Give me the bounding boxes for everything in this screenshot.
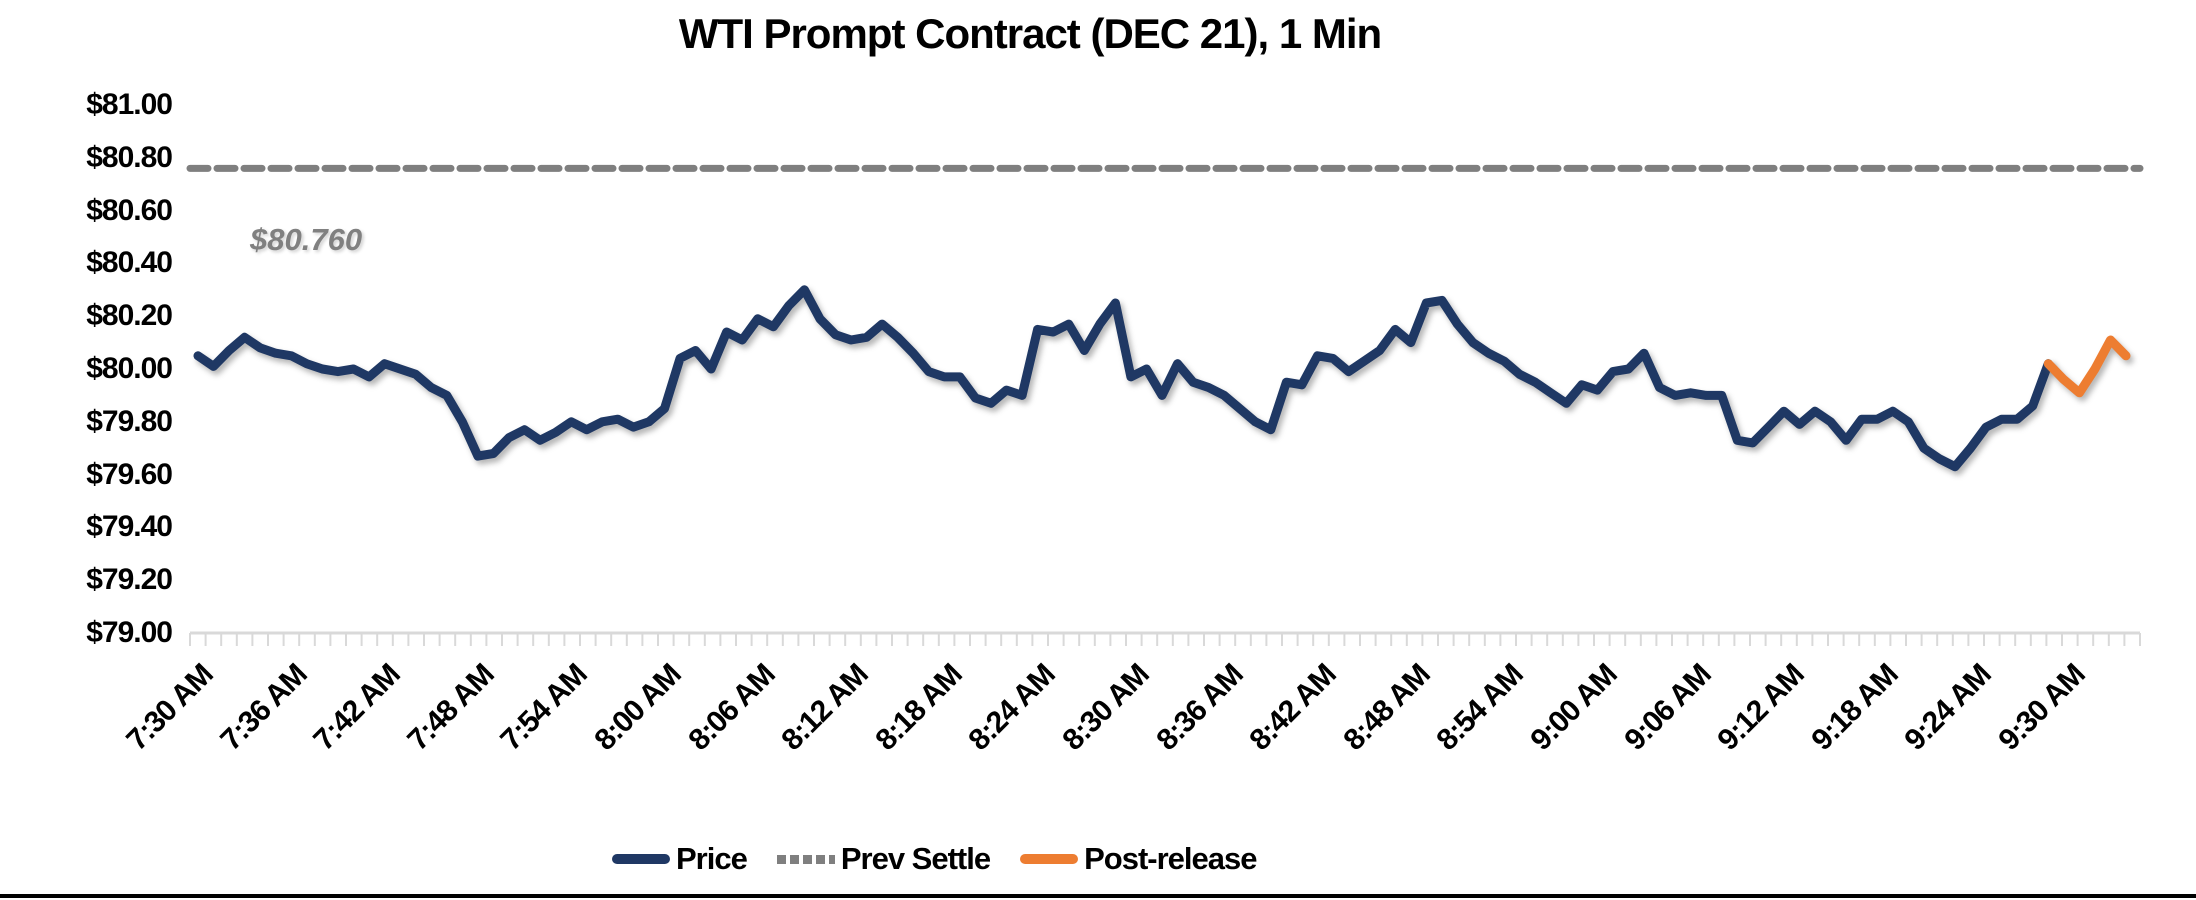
- legend-label-prev-settle: Prev Settle: [840, 841, 991, 876]
- legend-label-post-release: Post-release: [1084, 841, 1257, 876]
- legend-item-prev-settle: Prev Settle: [776, 841, 991, 877]
- price-series-line: [193, 285, 2053, 472]
- y-tick-label: $79.00: [86, 616, 173, 649]
- chart-title: WTI Prompt Contract (DEC 21), 1 Min: [678, 10, 1382, 57]
- legend: Price Prev Settle Post-release: [612, 841, 1258, 877]
- y-tick-label: $80.80: [86, 140, 173, 174]
- y-tick-label: $80.60: [86, 193, 173, 227]
- legend-item-post-release: Post-release: [1020, 841, 1258, 877]
- legend-item-price: Price: [612, 841, 748, 877]
- y-tick-label: $80.00: [86, 352, 173, 385]
- post-release-series-line: [2043, 335, 2131, 398]
- prev-settle-annotation: $80.760: [250, 222, 363, 257]
- y-tick-label: $79.80: [86, 404, 173, 438]
- price-line-swatch-icon: [612, 854, 670, 864]
- prev-settle-dash-swatch-icon: [776, 854, 835, 864]
- y-tick-label: $80.20: [86, 299, 173, 333]
- y-tick-label: $79.60: [86, 457, 173, 491]
- post-release-line-swatch-icon: [1020, 854, 1079, 864]
- y-tick-label: $79.40: [86, 510, 173, 544]
- legend-label-price: Price: [676, 841, 748, 876]
- y-tick-label: $80.40: [86, 246, 173, 280]
- y-tick-label: $79.20: [86, 563, 173, 597]
- y-tick-label: $81.00: [86, 88, 173, 121]
- bottom-border-rule: [0, 894, 2196, 898]
